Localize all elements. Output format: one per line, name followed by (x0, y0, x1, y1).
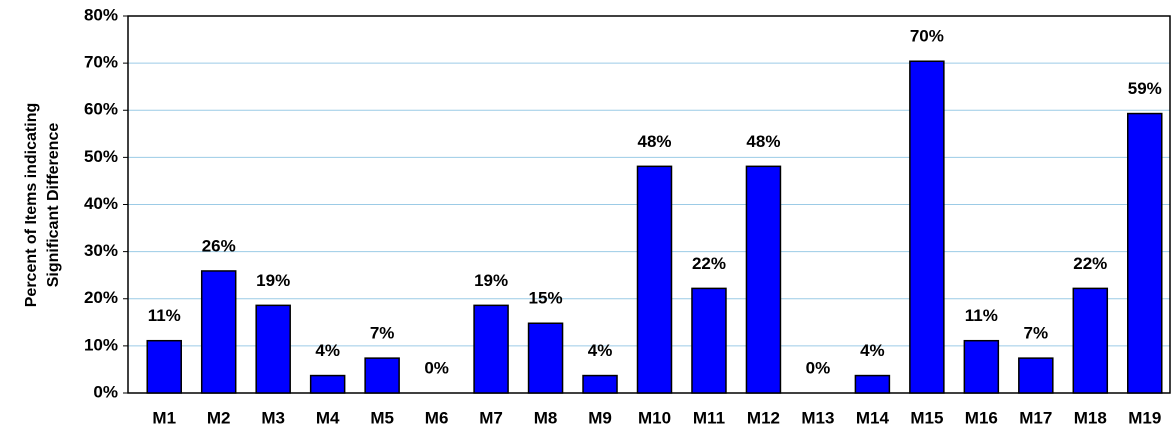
value-label: 4% (860, 341, 885, 360)
x-tick-label: M10 (638, 408, 671, 427)
value-label: 0% (806, 358, 831, 377)
x-tick-label: M3 (261, 408, 285, 427)
y-tick-label: 10% (84, 335, 118, 354)
x-tick-label: M5 (370, 408, 394, 427)
y-tick-label: 40% (84, 194, 118, 213)
value-label: 4% (315, 341, 340, 360)
value-label: 19% (256, 271, 290, 290)
y-tick-label: 20% (84, 288, 118, 307)
x-tick-label: M8 (534, 408, 558, 427)
x-tick-label: M15 (910, 408, 943, 427)
y-axis-title: Significant Difference (45, 123, 62, 288)
value-label: 22% (692, 254, 726, 273)
x-tick-label: M17 (1019, 408, 1052, 427)
bar (854, 374, 891, 394)
x-tick-label: M12 (747, 408, 780, 427)
x-tick-label: M6 (425, 408, 449, 427)
value-label: 48% (637, 132, 671, 151)
bar (745, 165, 782, 394)
value-label: 48% (746, 132, 780, 151)
bar (527, 322, 564, 394)
x-tick-label: M18 (1074, 408, 1107, 427)
value-label: 7% (370, 324, 395, 343)
x-tick-label: M2 (207, 408, 231, 427)
bar (582, 374, 618, 394)
x-tick-label: M4 (316, 408, 340, 427)
bar (1018, 357, 1054, 394)
value-label: 7% (1024, 324, 1049, 343)
value-label: 11% (148, 306, 181, 325)
x-tick-label: M7 (479, 408, 503, 427)
y-tick-label: 30% (84, 241, 118, 260)
x-tick-label: M13 (801, 408, 834, 427)
x-tick-label: M19 (1128, 408, 1161, 427)
x-tick-label: M9 (588, 408, 612, 427)
value-label: 70% (910, 27, 944, 46)
bar (473, 304, 509, 394)
y-axis-title: Percent of Items indicating (23, 103, 40, 307)
bar (255, 304, 291, 394)
y-tick-label: 70% (84, 53, 118, 72)
x-tick-label: M1 (152, 408, 176, 427)
y-tick-label: 50% (84, 147, 118, 166)
x-tick-label: M11 (693, 408, 725, 427)
y-tick-label: 60% (84, 100, 118, 119)
bar (636, 165, 673, 394)
value-label: 22% (1073, 254, 1107, 273)
x-tick-label: M16 (965, 408, 998, 427)
y-tick-label: 80% (84, 5, 118, 24)
bar (146, 339, 182, 394)
bar (963, 339, 1000, 394)
value-label: 59% (1128, 79, 1162, 98)
value-label: 4% (588, 341, 613, 360)
bar (909, 60, 945, 394)
value-label: 19% (474, 271, 508, 290)
value-label: 26% (202, 236, 236, 255)
bar (200, 270, 237, 394)
bar (309, 374, 346, 394)
bar (691, 287, 727, 394)
value-label: 11% (965, 306, 998, 325)
bar (1127, 112, 1163, 394)
value-label: 15% (529, 289, 563, 308)
x-tick-label: M14 (856, 408, 890, 427)
bar (1072, 287, 1109, 394)
bar (364, 357, 400, 394)
value-label: 0% (424, 358, 449, 377)
y-tick-label: 0% (93, 382, 118, 401)
